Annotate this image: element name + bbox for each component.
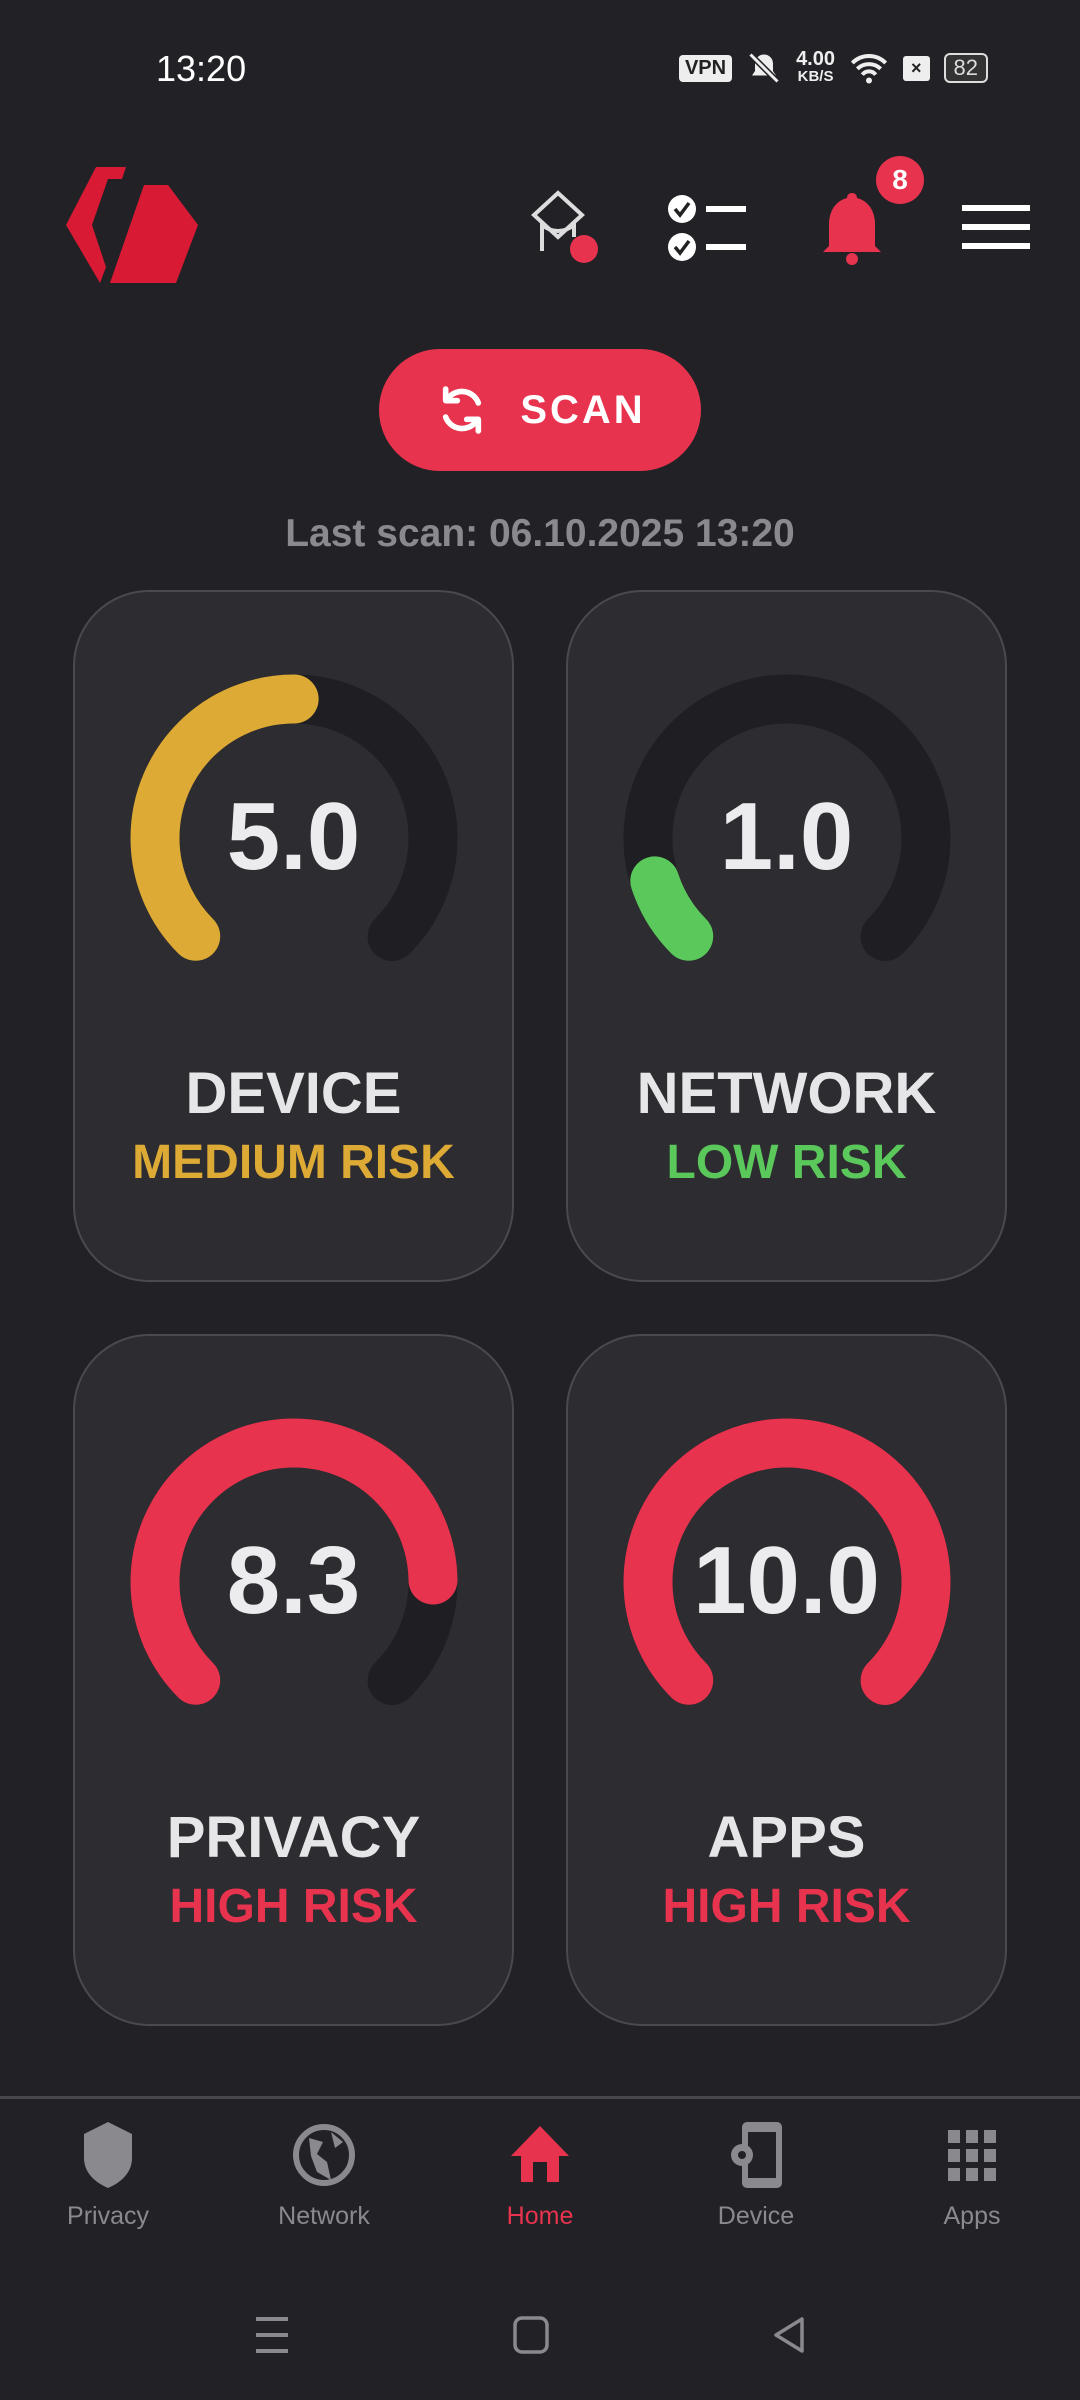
nav-label: Network	[278, 2202, 370, 2230]
nav-label: Device	[717, 2202, 795, 2230]
recents-icon	[256, 2317, 288, 2353]
recents-button[interactable]	[232, 2305, 312, 2365]
risk-label: LOW RISK	[666, 1136, 907, 1189]
card-title: PRIVACY	[166, 1805, 421, 1870]
gauge	[130, 1418, 458, 1746]
network-card[interactable]: 1.0 NETWORK LOW RISK	[566, 590, 1007, 1282]
scan-label: SCAN	[520, 387, 646, 432]
graduation-cap-icon	[531, 190, 598, 263]
apps-card[interactable]: 10.0 APPS HIGH RISK	[566, 1334, 1007, 2026]
risk-label: HIGH RISK	[662, 1880, 911, 1933]
gauge-value-arc	[623, 1418, 951, 1746]
sim-off-icon: ×	[903, 55, 930, 81]
notification-badge: 8	[876, 156, 924, 204]
risk-label: MEDIUM RISK	[132, 1136, 455, 1189]
refresh-icon	[443, 386, 482, 434]
gauge-value: 5.0	[226, 783, 361, 890]
gauge-value: 8.3	[226, 1527, 361, 1634]
gauge	[130, 674, 458, 1002]
bell-icon	[823, 193, 881, 265]
mute-icon	[748, 52, 780, 84]
gauge	[623, 1418, 951, 1746]
gauge-value-arc	[623, 674, 951, 1002]
nav-device[interactable]: Device	[648, 2120, 864, 2240]
back-triangle-icon	[774, 2317, 804, 2353]
scan-button[interactable]: SCAN	[379, 349, 701, 471]
nav-label: Apps	[943, 2202, 1001, 2230]
risk-label: HIGH RISK	[169, 1880, 418, 1933]
home-square-icon	[513, 2316, 549, 2354]
device-card[interactable]: 5.0 DEVICE MEDIUM RISK	[73, 590, 514, 1282]
checklist-icon	[668, 195, 746, 261]
gauge-value-arc	[130, 1418, 458, 1746]
wifi-icon	[850, 54, 888, 84]
gauge-value-arc	[130, 674, 458, 1002]
shield-icon	[84, 2122, 132, 2188]
nav-label: Privacy	[67, 2202, 149, 2230]
app-logo	[66, 167, 198, 283]
menu-icon	[962, 205, 1030, 249]
notifications-button[interactable]	[810, 185, 894, 269]
nav-home[interactable]: Home	[432, 2120, 648, 2240]
network-speed: 4.00 KB/S	[796, 48, 835, 85]
checklist-button[interactable]	[664, 185, 748, 269]
card-title: NETWORK	[636, 1061, 937, 1126]
card-title: APPS	[707, 1805, 866, 1870]
status-time: 13:20	[156, 48, 247, 89]
speed-unit: KB/S	[797, 68, 834, 85]
nav-apps[interactable]: Apps	[864, 2120, 1080, 2240]
nav-privacy[interactable]: Privacy	[0, 2120, 216, 2240]
gauge-value: 1.0	[719, 783, 854, 890]
nav-network[interactable]: Network	[216, 2120, 432, 2240]
home-icon	[511, 2126, 569, 2182]
speed-value: 4.00	[796, 48, 835, 70]
nav-label: Home	[506, 2202, 574, 2230]
card-title: DEVICE	[185, 1061, 402, 1126]
learning-button[interactable]	[516, 185, 600, 269]
nav-divider	[0, 2096, 1080, 2099]
battery-icon: 82	[943, 53, 988, 83]
last-scan-text: Last scan: 06.10.2025 13:20	[285, 512, 795, 555]
apps-grid-icon	[948, 2130, 996, 2181]
gauge	[623, 674, 951, 1002]
privacy-card[interactable]: 8.3 PRIVACY HIGH RISK	[73, 1334, 514, 2026]
vpn-icon: VPN	[678, 54, 733, 82]
status-icons: VPN 4.00 KB/S × 82	[678, 48, 988, 86]
menu-button[interactable]	[954, 185, 1038, 269]
home-system-button[interactable]	[491, 2305, 571, 2365]
globe-icon	[293, 2124, 355, 2186]
gauge-value: 10.0	[693, 1527, 880, 1634]
back-button[interactable]	[750, 2305, 830, 2365]
phone-settings-icon	[731, 2122, 782, 2188]
